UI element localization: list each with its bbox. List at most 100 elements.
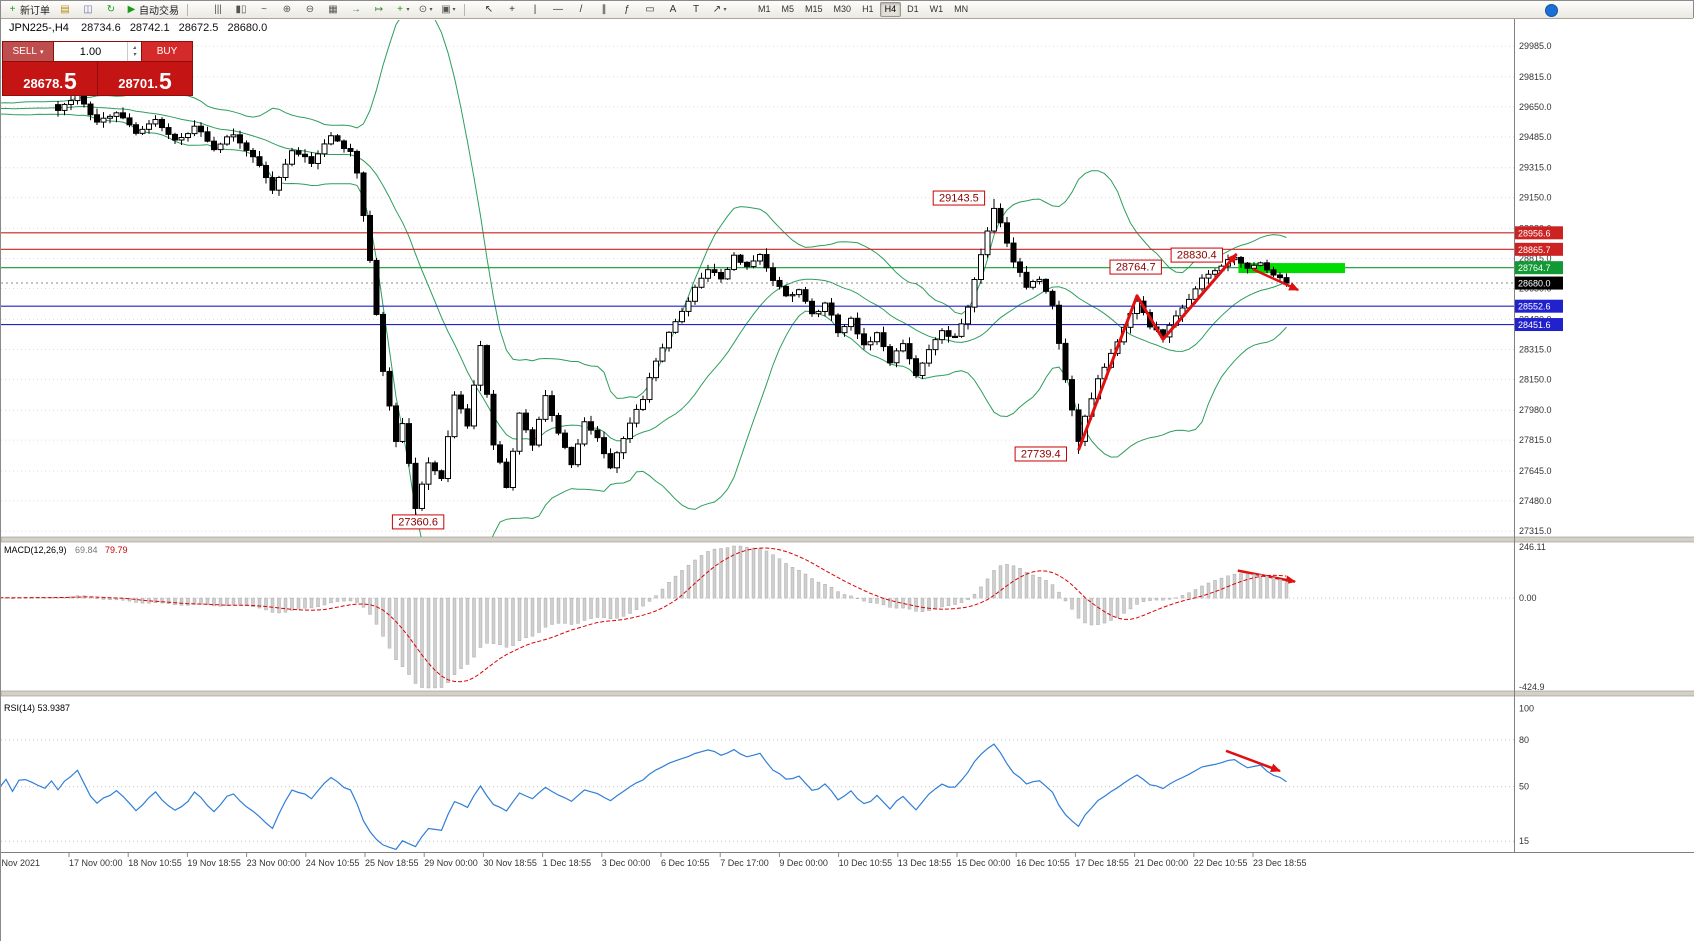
price-callouts[interactable]: 29143.5 28830.4 28764.7 27739.4 27360.6 <box>391 190 1223 530</box>
timeframe-h4-button[interactable]: H4 <box>879 2 902 17</box>
text-label-button[interactable]: T <box>685 1 707 18</box>
timeframe-h1-button[interactable]: H1 <box>862 4 874 14</box>
timeframe-m30-button[interactable]: M30 <box>833 4 852 14</box>
ohlc-close: 28680.0 <box>227 22 268 34</box>
sell-button[interactable]: SELL ▾ <box>3 42 53 61</box>
timeframe-m1-button[interactable]: M1 <box>758 4 771 14</box>
timeframe-w1-button[interactable]: W1 <box>929 4 944 14</box>
price-axis-label: 28315.0 <box>1519 344 1552 354</box>
candle-chart-type-icon: ▮▯ <box>235 4 247 15</box>
ohlc-open: 28734.6 <box>80 22 121 34</box>
time-axis-label: 9 Dec 00:00 <box>779 858 828 868</box>
fibonacci-icon: ƒ <box>624 4 630 15</box>
highlight-rectangle[interactable] <box>1238 263 1345 274</box>
refresh-button[interactable]: ↻ <box>100 1 122 18</box>
buy-price-button[interactable]: 28701. 5 <box>98 62 192 95</box>
splitter-macd-rsi[interactable] <box>1 690 1694 697</box>
tile-windows-button[interactable]: ▦ <box>322 1 344 18</box>
timeframe-m5-button[interactable]: M5 <box>781 4 795 14</box>
price-callout-box <box>1170 247 1223 263</box>
crosshair-button[interactable]: + <box>501 1 523 18</box>
macd-axis-bottom: -424.9 <box>1519 682 1545 692</box>
time-axis[interactable]: 17 Nov 2021 17 Nov 00:00 18 Nov 10:55 19 No… <box>1 853 1307 868</box>
price-axis-label: 27480.0 <box>1519 496 1552 506</box>
buy-button[interactable]: BUY <box>142 42 192 61</box>
time-axis-label: 24 Nov 10:55 <box>306 858 360 868</box>
toolbar-group-file: ▤ ◫ ↻ <box>54 1 122 18</box>
price-axis[interactable]: 29985.0 29815.0 29650.0 29485.0 29315.0 29150… <box>1515 41 1563 536</box>
notification-icon[interactable] <box>1545 4 1558 17</box>
chart-shift-icon: ↦ <box>374 4 384 15</box>
auto-trading-button[interactable]: ▶ 自动交易 <box>123 1 182 18</box>
profiles-icon: ◫ <box>83 4 93 15</box>
arrows-button[interactable]: ↗ ▾ <box>708 1 730 18</box>
price-callout-box <box>932 190 986 206</box>
rsi-axis-label: 15 <box>1519 836 1529 846</box>
timeframe-m15-button[interactable]: M15 <box>805 4 823 14</box>
stepper-up-icon[interactable]: ▴ <box>132 44 136 51</box>
indicators-button[interactable]: + ▾ <box>391 1 413 18</box>
price-tag-text: 28680.0 <box>1518 279 1551 289</box>
trendline-button[interactable]: / <box>570 1 592 18</box>
open-chart-button[interactable]: ▤ <box>54 1 76 18</box>
timeframe-d1-button[interactable]: D1 <box>907 4 919 14</box>
templates-button[interactable]: ▣ ▾ <box>437 1 459 18</box>
fibonacci-button[interactable]: ƒ <box>616 1 638 18</box>
time-axis-label: 21 Dec 00:00 <box>1135 858 1189 868</box>
chart-shift-button[interactable]: ↦ <box>368 1 390 18</box>
sell-options-caret-icon[interactable]: ▾ <box>39 48 44 56</box>
shapes-icon: ▭ <box>645 4 655 15</box>
macd-axis-zero: 0.00 <box>1519 593 1537 603</box>
zoom-out-button[interactable]: ⊖ <box>299 1 321 18</box>
time-axis-label: 17 Dec 18:55 <box>1075 858 1129 868</box>
time-axis-label: 22 Dec 10:55 <box>1194 858 1248 868</box>
main-toolbar: + 新订单 ▤ ◫ ↻ ▶ 自动交易 ||| ▮▯ ~ ⊕ ⊖ ▦ → ↦ + ▾ ⊙ ▾ ▣ ▾ ↖ + | — /… <box>1 1 1693 19</box>
auto-scroll-button[interactable]: → <box>345 1 367 18</box>
channel-button[interactable]: ∥ <box>593 1 615 18</box>
price-tag <box>1515 276 1563 290</box>
splitter-main-macd[interactable] <box>1 536 1694 543</box>
arrows-icon: ↗ <box>712 4 722 15</box>
macd-panel[interactable] <box>1 545 1514 689</box>
stepper-down-icon[interactable]: ▾ <box>132 51 136 58</box>
time-axis-label: 13 Dec 18:55 <box>898 858 952 868</box>
horizontal-line-button[interactable]: — <box>547 1 569 18</box>
time-axis-label: 6 Dec 10:55 <box>661 858 710 868</box>
price-callout-text: 27739.4 <box>1021 448 1061 460</box>
line-chart-type-button[interactable]: ~ <box>253 1 275 18</box>
auto-scroll-icon: → <box>351 4 361 15</box>
rsi-panel[interactable] <box>1 739 1514 851</box>
periods-button[interactable]: ⊙ ▾ <box>414 1 436 18</box>
svg-text:MACD(12,26,9): MACD(12,26,9) <box>4 545 67 555</box>
time-axis-label: 3 Dec 00:00 <box>602 858 651 868</box>
candle-chart-type-button[interactable]: ▮▯ <box>230 1 252 18</box>
main-price-panel[interactable] <box>1 1 1514 610</box>
cursor-button[interactable]: ↖ <box>478 1 500 18</box>
ohlc-high: 28742.1 <box>129 22 170 34</box>
volume-input[interactable] <box>54 42 127 61</box>
new-order-icon: + <box>9 4 16 15</box>
profiles-button[interactable]: ◫ <box>77 1 99 18</box>
tile-windows-icon: ▦ <box>328 4 338 15</box>
templates-icon: ▣ <box>441 4 451 15</box>
new-order-button[interactable]: + 新订单 <box>4 1 53 18</box>
shapes-button[interactable]: ▭ <box>639 1 661 18</box>
price-callout-text: 28830.4 <box>1177 250 1217 262</box>
volume-stepper[interactable]: ▴ ▾ <box>127 42 141 61</box>
price-axis-label: 29485.0 <box>1519 132 1552 142</box>
price-callout-box <box>1014 446 1067 462</box>
vertical-line-button[interactable]: | <box>524 1 546 18</box>
sell-price-button[interactable]: 28678. 5 <box>3 62 98 95</box>
periods-icon: ⊙ <box>418 4 428 15</box>
price-tag-text: 28956.6 <box>1518 228 1551 238</box>
horizontal-line-icon: — <box>553 4 563 15</box>
macd-label: MACD(12,26,9) 69.84 79.79 246.11 0.00 -424.9 <box>4 542 1546 692</box>
timeframe-mn-button[interactable]: MN <box>954 4 969 14</box>
zoom-out-icon: ⊖ <box>305 4 315 15</box>
price-tag <box>1515 318 1563 332</box>
zoom-in-button[interactable]: ⊕ <box>276 1 298 18</box>
text-button[interactable]: A <box>662 1 684 18</box>
bar-chart-type-button[interactable]: ||| <box>207 1 229 18</box>
support-resistance-lines[interactable] <box>1 232 1514 326</box>
